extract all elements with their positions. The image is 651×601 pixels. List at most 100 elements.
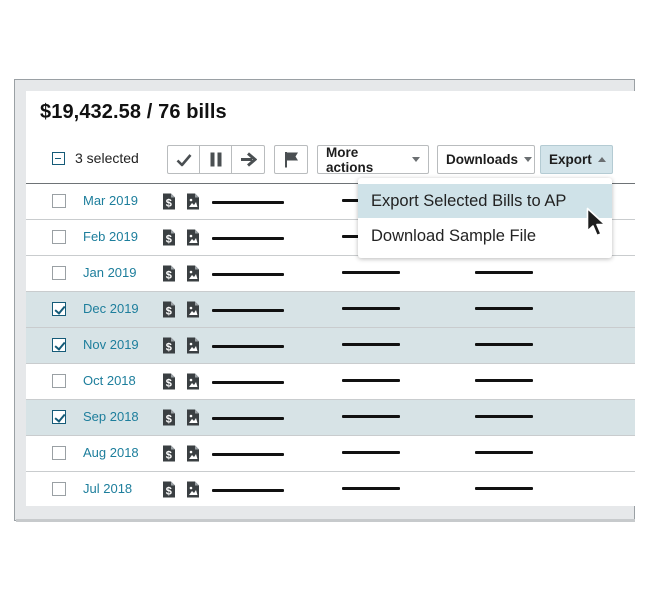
- row-checkbox[interactable]: [52, 374, 66, 388]
- approve-button[interactable]: [168, 146, 200, 173]
- bill-date-link[interactable]: Feb 2019: [83, 229, 138, 244]
- table-row[interactable]: Aug 2018 $: [26, 435, 635, 471]
- row-checkbox[interactable]: [52, 410, 66, 424]
- table-row[interactable]: Jan 2019 $: [26, 255, 635, 291]
- bill-date-link[interactable]: Mar 2019: [83, 193, 138, 208]
- image-file-icon[interactable]: [186, 445, 200, 462]
- bill-document-icon[interactable]: $: [162, 409, 176, 426]
- more-actions-label: More actions: [326, 144, 374, 175]
- bill-date-link[interactable]: Oct 2018: [83, 373, 136, 388]
- export-menu: Export Selected Bills to AP Download Sam…: [358, 178, 612, 258]
- bill-document-icon[interactable]: $: [162, 337, 176, 354]
- image-file-icon[interactable]: [186, 301, 200, 318]
- image-file-icon[interactable]: [186, 481, 200, 498]
- bills-panel: $19,432.58 / 76 bills 3 selected More ac…: [26, 91, 635, 506]
- image-file-icon[interactable]: [186, 193, 200, 210]
- svg-text:$: $: [166, 306, 172, 318]
- bill-document-icon[interactable]: $: [162, 265, 176, 282]
- svg-text:$: $: [166, 378, 172, 390]
- table-row[interactable]: Sep 2018 $: [26, 399, 635, 435]
- bill-count: 76 bills: [158, 101, 227, 123]
- redacted-text: [475, 343, 533, 346]
- check-icon: [53, 410, 66, 423]
- check-icon: [53, 338, 66, 351]
- menu-item-export-selected-bills[interactable]: Export Selected Bills to AP: [358, 184, 612, 218]
- svg-text:$: $: [166, 198, 172, 210]
- flag-button[interactable]: [274, 145, 308, 174]
- bill-date-link[interactable]: Jul 2018: [83, 481, 133, 496]
- svg-text:$: $: [166, 414, 172, 426]
- chevron-down-icon: [524, 157, 533, 162]
- redacted-text: [342, 343, 400, 346]
- table-row[interactable]: Jul 2018 $: [26, 471, 635, 506]
- row-checkbox[interactable]: [52, 482, 66, 496]
- bill-document-icon[interactable]: $: [162, 229, 176, 246]
- svg-text:$: $: [166, 234, 172, 246]
- check-icon: [53, 302, 66, 315]
- window-shadow: [16, 519, 635, 522]
- image-file-icon[interactable]: [186, 373, 200, 390]
- bill-document-icon[interactable]: $: [162, 445, 176, 462]
- redacted-text: [475, 271, 533, 274]
- redacted-text: [212, 453, 284, 456]
- table-row[interactable]: Nov 2019 $: [26, 327, 635, 363]
- bills-summary: $19,432.58 / 76 bills: [40, 101, 227, 124]
- image-file-icon[interactable]: [186, 409, 200, 426]
- hold-button[interactable]: [200, 146, 232, 173]
- svg-text:$: $: [166, 486, 172, 498]
- bill-date-link[interactable]: Aug 2018: [83, 445, 139, 460]
- selected-count: 3 selected: [75, 150, 139, 166]
- bill-date-link[interactable]: Nov 2019: [83, 337, 139, 352]
- export-dropdown[interactable]: Export: [540, 145, 613, 174]
- select-all-checkbox[interactable]: [52, 152, 65, 165]
- downloads-label: Downloads: [446, 152, 519, 167]
- total-amount: $19,432.58: [40, 101, 142, 123]
- svg-text:$: $: [166, 270, 172, 282]
- chevron-down-icon: [412, 157, 420, 162]
- image-file-icon[interactable]: [186, 337, 200, 354]
- redacted-text: [475, 415, 533, 418]
- downloads-dropdown[interactable]: Downloads: [437, 145, 535, 174]
- bill-document-icon[interactable]: $: [162, 301, 176, 318]
- row-checkbox[interactable]: [52, 338, 66, 352]
- redacted-text: [475, 307, 533, 310]
- table-row[interactable]: Dec 2019 $: [26, 291, 635, 327]
- redacted-text: [475, 487, 533, 490]
- bill-date-link[interactable]: Sep 2018: [83, 409, 139, 424]
- check-icon: [176, 153, 191, 166]
- bill-date-link[interactable]: Dec 2019: [83, 301, 139, 316]
- bill-document-icon[interactable]: $: [162, 193, 176, 210]
- row-checkbox[interactable]: [52, 266, 66, 280]
- bill-date-link[interactable]: Jan 2019: [83, 265, 137, 280]
- row-checkbox[interactable]: [52, 446, 66, 460]
- arrow-right-icon: [240, 152, 257, 167]
- redacted-text: [342, 415, 400, 418]
- pause-icon: [210, 152, 221, 167]
- row-checkbox[interactable]: [52, 302, 66, 316]
- table-row[interactable]: Mar 2019 $: [26, 183, 635, 219]
- more-actions-dropdown[interactable]: More actions: [317, 144, 429, 175]
- row-checkbox[interactable]: [52, 194, 66, 208]
- summary-separator: /: [141, 101, 159, 123]
- svg-text:$: $: [166, 342, 172, 354]
- redacted-text: [212, 345, 284, 348]
- redacted-text: [342, 451, 400, 454]
- flag-icon: [284, 152, 298, 168]
- redacted-text: [212, 381, 284, 384]
- redacted-text: [475, 379, 533, 382]
- redacted-text: [342, 307, 400, 310]
- redacted-text: [212, 417, 284, 420]
- bill-document-icon[interactable]: $: [162, 373, 176, 390]
- forward-button[interactable]: [232, 146, 264, 173]
- row-checkbox[interactable]: [52, 230, 66, 244]
- redacted-text: [212, 273, 284, 276]
- image-file-icon[interactable]: [186, 265, 200, 282]
- bill-document-icon[interactable]: $: [162, 481, 176, 498]
- chevron-up-icon: [597, 157, 606, 162]
- redacted-text: [212, 237, 284, 240]
- image-file-icon[interactable]: [186, 229, 200, 246]
- redacted-text: [475, 451, 533, 454]
- menu-item-label: Download Sample File: [371, 227, 537, 245]
- menu-item-download-sample-file[interactable]: Download Sample File: [358, 219, 612, 253]
- table-row[interactable]: Oct 2018 $: [26, 363, 635, 399]
